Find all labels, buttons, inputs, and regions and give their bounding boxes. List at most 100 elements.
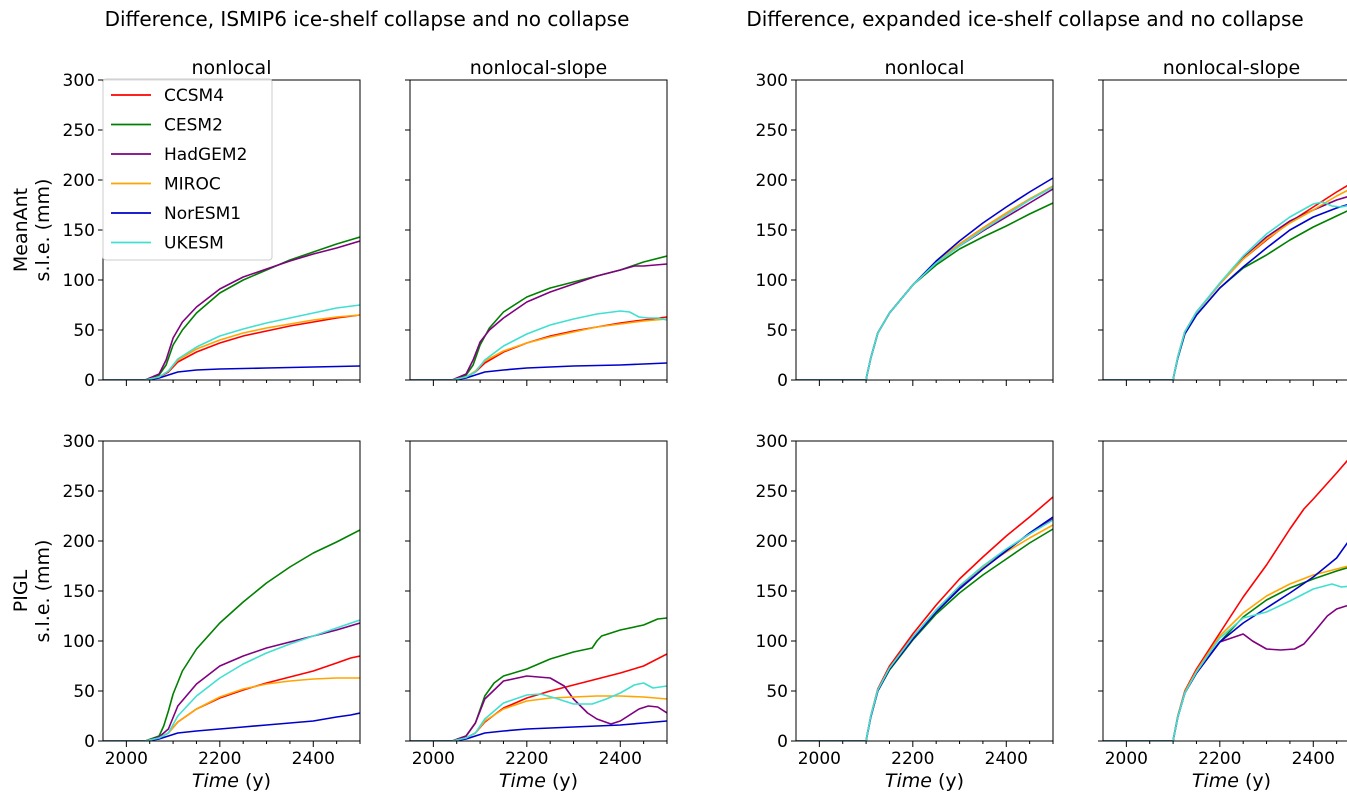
series-line-ccsm4 [1103,459,1347,741]
y-tick-label: 250 [756,121,788,141]
series-group [103,529,360,741]
series-line-ukesm [796,519,1053,741]
y-tick-label: 100 [63,632,95,652]
y-tick-label: 200 [756,532,788,552]
series-line-ccsm4 [796,186,1053,380]
panel-r0c2: nonlocal 0 50 100 150 200 250 300 [756,57,1054,391]
x-tick-label: 2000 [105,749,148,769]
x-axis-label-main: Time [885,770,932,792]
y-tick-label: 250 [63,121,95,141]
y-tick-label: 0 [84,371,95,391]
x-tick-label: 2200 [891,749,934,769]
x-axis-label-unit: (y) [1239,770,1271,792]
y-tick-label: 50 [73,321,95,341]
y-tick-label: 300 [63,71,95,91]
series-line-cesm2 [410,617,667,741]
x-axis-label-unit: (y) [239,770,271,792]
y-tick-label: 150 [756,221,788,241]
series-line-ukesm [103,304,360,380]
panel-r0c0: nonlocal 0 50 100 150 200 250 300 [63,57,361,391]
row0-ylabel-line1: MeanAnt [10,188,32,272]
series-line-hadgem2 [796,518,1053,741]
y-tick-label: 100 [756,271,788,291]
legend-label-ukesm: UKESM [164,234,224,254]
panel-title: nonlocal [192,57,272,79]
panel-r0c3: nonlocal-slope [1098,57,1347,386]
series-line-hadgem2 [796,188,1053,380]
y-tick-label: 150 [756,582,788,602]
panel-title: nonlocal-slope [470,57,607,79]
series-line-hadgem2 [103,240,360,380]
row1-ylabel-line1: PIGL [10,569,32,612]
series-line-miroc [410,695,667,741]
series-line-miroc [410,318,667,380]
x-tick-label: 2200 [198,749,241,769]
axes-frame [795,79,1054,381]
series-line-hadgem2 [1103,196,1347,380]
series-line-noresm1 [410,720,667,741]
x-tick-label: 2400 [985,749,1028,769]
y-tick-label: 50 [766,682,788,702]
x-axis-label: Time (y) [499,770,578,792]
series-line-miroc [796,524,1053,741]
series-line-ukesm [410,310,667,380]
y-tick-label: 300 [63,432,95,452]
legend-label-cesm2: CESM2 [164,116,223,136]
series-line-cesm2 [410,255,667,380]
series-line-miroc [796,185,1053,380]
series-group [410,255,667,380]
chart-panels: nonlocal 0 50 100 150 200 250 300 nonlocal-slope… [63,57,1347,792]
series-line-noresm1 [796,516,1053,741]
axes-frame [409,79,668,381]
axes-frame [1102,79,1347,381]
series-line-hadgem2 [410,263,667,380]
x-tick-label: 2400 [599,749,642,769]
x-axis-label: Time (y) [885,770,964,792]
x-axis-label-main: Time [499,770,546,792]
x-axis-label-main: Time [192,770,239,792]
y-tick-label: 50 [766,321,788,341]
series-line-noresm1 [103,712,360,741]
series-line-ukesm [103,619,360,741]
row0-ylabel-line2: s.l.e. (mm) [32,179,54,282]
x-tick-label: 2400 [1292,749,1335,769]
y-tick-label: 50 [73,682,95,702]
series-group [796,496,1053,741]
series-line-hadgem2 [410,675,667,741]
legend-label-ccsm4: CCSM4 [164,86,224,106]
axes-frame [795,440,1054,742]
x-axis-label: Time (y) [192,770,271,792]
panel-r0c1: nonlocal-slope [405,57,668,386]
series-line-cesm2 [796,528,1053,741]
series-line-cesm2 [796,202,1053,380]
y-tick-label: 200 [63,171,95,191]
legend-label-miroc: MIROC [164,175,221,195]
y-tick-label: 250 [63,482,95,502]
x-axis-label-unit: (y) [546,770,578,792]
series-line-miroc [103,314,360,380]
x-tick-label: 2000 [412,749,455,769]
y-tick-label: 150 [63,582,95,602]
axes-frame [102,440,361,742]
series-line-noresm1 [410,362,667,380]
y-tick-label: 300 [756,71,788,91]
series-line-ukesm [1103,201,1347,380]
group-title-right: Difference, expanded ice-shelf collapse … [746,7,1303,31]
group-title-left: Difference, ISMIP6 ice-shelf collapse an… [105,7,630,31]
series-line-ukesm [1103,583,1347,741]
panel-title: nonlocal-slope [1163,57,1300,79]
panel-r1c3: 2000 2200 2400 Time (y) [1098,440,1347,792]
series-line-ukesm [410,682,667,741]
y-tick-label: 200 [756,171,788,191]
series-line-miroc [1103,189,1347,380]
y-tick-label: 0 [777,371,788,391]
x-tick-label: 2000 [798,749,841,769]
series-line-cesm2 [103,529,360,741]
panel-r1c1: 2000 2200 2400 Time (y) [405,440,668,792]
series-line-miroc [103,677,360,741]
legend: CCSM4 CESM2 HadGEM2 MIROC NorESM1 UKESM [102,78,273,261]
series-line-ukesm [796,186,1053,380]
series-line-hadgem2 [103,622,360,741]
legend-label-hadgem2: HadGEM2 [164,145,247,165]
